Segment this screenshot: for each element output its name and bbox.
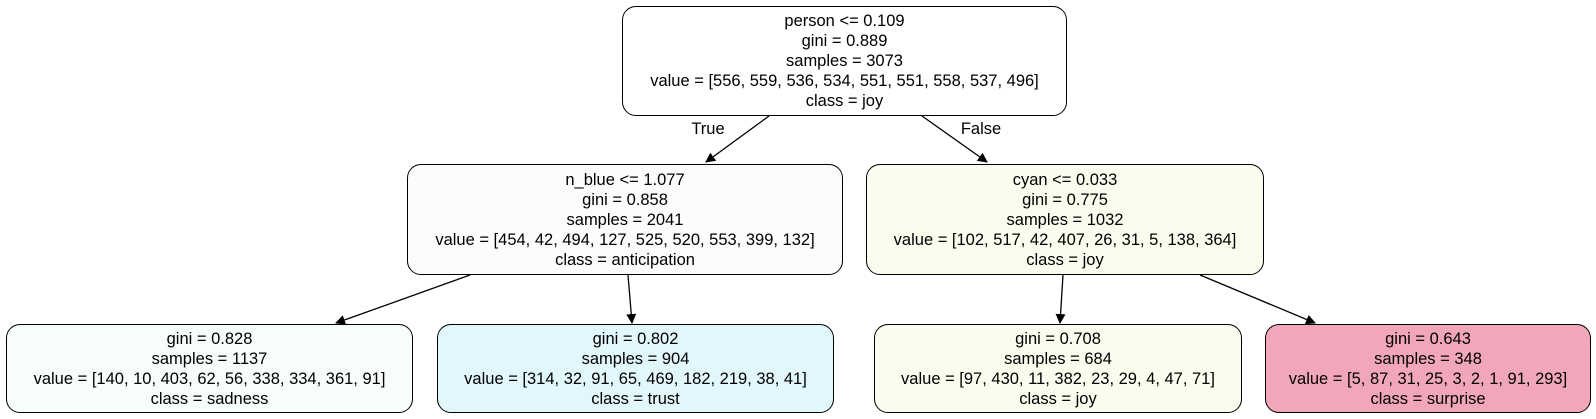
edge-left-to-left-left (335, 274, 471, 325)
tree-leaf-right-left: gini = 0.708 samples = 684 value = [97, … (874, 324, 1242, 413)
node-value: value = [556, 559, 536, 534, 551, 551, 5… (650, 72, 1039, 90)
tree-node-right: cyan <= 0.033 gini = 0.775 samples = 103… (866, 164, 1264, 275)
node-gini: gini = 0.643 (1385, 329, 1471, 348)
node-gini: gini = 0.802 (592, 329, 679, 348)
edge-root-to-left (705, 115, 770, 163)
tree-node-root: person <= 0.109 gini = 0.889 samples = 3… (622, 6, 1067, 116)
tree-leaf-right-right: gini = 0.643 samples = 348 value = [5, 8… (1265, 324, 1591, 413)
node-class: class = joy (1026, 250, 1104, 269)
node-value: value = [102, 517, 42, 407, 26, 31, 5, 1… (893, 230, 1237, 249)
node-split-condition: person <= 0.109 (784, 12, 905, 30)
edge-right-to-right-left (1055, 274, 1066, 324)
node-split-condition: cyan <= 0.033 (1012, 170, 1118, 189)
node-value: value = [97, 430, 11, 382, 23, 29, 4, 47… (901, 369, 1215, 388)
edge-root-to-right (921, 115, 988, 163)
node-split-condition: n_blue <= 1.077 (565, 170, 685, 189)
node-class: class = joy (1019, 389, 1097, 408)
node-class: class = joy (805, 92, 884, 110)
node-gini: gini = 0.858 (582, 190, 668, 209)
node-samples: samples = 1032 (1006, 210, 1124, 229)
edge-left-to-left-right (626, 274, 637, 324)
node-gini: gini = 0.828 (166, 329, 253, 348)
node-samples: samples = 1137 (151, 349, 268, 368)
node-class: class = anticipation (555, 250, 695, 269)
node-gini: gini = 0.775 (1022, 190, 1108, 209)
node-samples: samples = 348 (1374, 349, 1482, 368)
node-gini: gini = 0.708 (1015, 329, 1101, 348)
node-value: value = [5, 87, 31, 25, 3, 2, 1, 91, 293… (1288, 369, 1568, 388)
node-samples: samples = 904 (581, 349, 690, 368)
tree-leaf-left-left: gini = 0.828 samples = 1137 value = [140… (6, 324, 413, 413)
node-samples: samples = 684 (1004, 349, 1112, 368)
node-class: class = surprise (1370, 389, 1486, 408)
tree-leaf-left-right: gini = 0.802 samples = 904 value = [314,… (437, 324, 834, 413)
node-value: value = [314, 32, 91, 65, 469, 182, 219,… (464, 369, 807, 388)
edge-label-true: True (691, 120, 725, 138)
edge-right-to-right-right (1199, 274, 1316, 325)
node-class: class = trust (591, 389, 680, 408)
edge-label-false: False (960, 120, 1002, 138)
tree-node-left: n_blue <= 1.077 gini = 0.858 samples = 2… (407, 164, 843, 275)
node-samples: samples = 3073 (786, 52, 903, 70)
node-value: value = [140, 10, 403, 62, 56, 338, 334,… (33, 369, 386, 388)
node-value: value = [454, 42, 494, 127, 525, 520, 55… (435, 230, 815, 249)
node-class: class = sadness (150, 389, 269, 408)
node-gini: gini = 0.889 (801, 32, 888, 50)
node-samples: samples = 2041 (566, 210, 684, 229)
